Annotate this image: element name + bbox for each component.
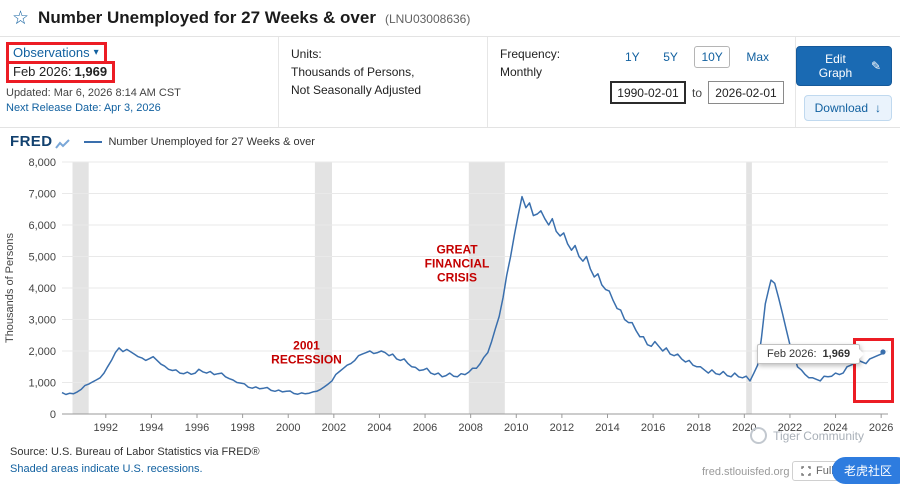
chart-tooltip: Feb 2026: 1,969 <box>757 344 865 364</box>
svg-text:7,000: 7,000 <box>28 189 56 201</box>
svg-text:4,000: 4,000 <box>28 283 56 295</box>
svg-text:2,000: 2,000 <box>28 346 56 358</box>
observations-dropdown[interactable]: Observations ▾ <box>13 45 99 60</box>
watermark-badge: 老虎社区 <box>831 457 900 484</box>
updated-text: Updated: Mar 6, 2026 8:14 AM CST <box>6 87 181 99</box>
chart-footer: Source: U.S. Bureau of Labor Statistics … <box>0 437 900 490</box>
latest-observation-highlight-box: Feb 2026: 1,969 <box>6 61 116 83</box>
date-range-to-label: to <box>691 85 702 100</box>
range-10y-button[interactable]: 10Y <box>694 46 730 68</box>
y-axis-labels: 0 1,000 2,000 3,000 4,000 5,000 6,000 7,000 8,00… <box>28 157 56 421</box>
svg-text:1992: 1992 <box>94 422 118 434</box>
svg-text:GREAT: GREAT <box>436 242 478 256</box>
chart-legend: Number Unemployed for 27 Weeks & over <box>84 135 315 148</box>
units-value-line1: Thousands of Persons, <box>291 65 415 79</box>
svg-text:1996: 1996 <box>185 422 209 434</box>
range-1y-button[interactable]: 1Y <box>618 46 647 68</box>
download-button[interactable]: Download ↓ <box>803 95 892 121</box>
observations-label: Observations <box>13 45 90 60</box>
svg-text:8,000: 8,000 <box>28 157 56 169</box>
date-to-input[interactable] <box>708 81 784 104</box>
date-range: to <box>603 81 791 104</box>
date-from-input[interactable] <box>609 81 686 104</box>
fred-logo: FRED <box>10 133 71 150</box>
edit-graph-label: Edit Graph <box>818 52 853 80</box>
svg-text:2001: 2001 <box>293 338 320 352</box>
svg-text:2014: 2014 <box>595 422 619 434</box>
page-title: Number Unemployed for 27 Weeks & over <box>38 8 376 27</box>
latest-observation-value: 1,969 <box>74 64 108 79</box>
download-icon: ↓ <box>875 101 881 115</box>
actions-column: Edit Graph ✎ Download ↓ <box>795 37 900 127</box>
tooltip-label: Feb 2026: <box>767 348 817 360</box>
frequency-column: Frequency: Monthly <box>487 37 599 127</box>
watermark-text: Tiger Community <box>773 428 864 443</box>
fred-logo-text: FRED <box>10 133 53 150</box>
chart-panel: FRED Number Unemployed for 27 Weeks & ov… <box>0 128 900 437</box>
edit-graph-button[interactable]: Edit Graph ✎ <box>796 46 892 86</box>
source-text: Source: U.S. Bureau of Labor Statistics … <box>10 446 260 458</box>
recession-note-link[interactable]: Shaded areas indicate U.S. recessions. <box>10 463 203 475</box>
svg-text:RECESSION: RECESSION <box>271 352 342 366</box>
fullscreen-icon <box>801 466 811 476</box>
svg-text:CRISIS: CRISIS <box>437 270 477 284</box>
download-label: Download <box>814 101 868 115</box>
tiger-logo-icon <box>750 427 768 444</box>
gridlines <box>62 161 888 415</box>
svg-text:1998: 1998 <box>230 422 254 434</box>
svg-text:2022: 2022 <box>778 422 802 434</box>
svg-text:2016: 2016 <box>641 422 665 434</box>
chevron-down-icon: ▾ <box>93 47 99 58</box>
frequency-value: Monthly <box>500 65 543 79</box>
chart-plot[interactable]: 0 1,000 2,000 3,000 4,000 5,000 6,000 7,000 8,00… <box>0 152 900 437</box>
star-icon[interactable]: ☆ <box>12 7 30 29</box>
svg-text:0: 0 <box>50 409 56 421</box>
meta-panel: Observations ▾ Feb 2026: 1,969 Updated: M… <box>0 37 900 128</box>
svg-text:2026: 2026 <box>869 422 893 434</box>
range-5y-button[interactable]: 5Y <box>656 46 685 68</box>
units-column: Units: Thousands of Persons, Not Seasona… <box>278 37 487 127</box>
watermark: Tiger Community <box>750 427 864 444</box>
fred-logo-chart-icon <box>55 139 71 149</box>
svg-text:2012: 2012 <box>550 422 574 434</box>
fred-url: fred.stlouisfed.org <box>702 466 790 478</box>
svg-text:3,000: 3,000 <box>28 315 56 327</box>
series-id: (LNU03008636) <box>384 12 471 26</box>
y-axis-title: Thousands of Persons <box>4 232 16 343</box>
svg-text:1,000: 1,000 <box>28 378 56 390</box>
legend-label: Number Unemployed for 27 Weeks & over <box>108 135 315 148</box>
range-max-button[interactable]: Max <box>739 46 776 68</box>
chart-header: FRED Number Unemployed for 27 Weeks & ov… <box>0 128 900 152</box>
range-buttons: 1Y 5Y 10Y Max <box>618 46 776 68</box>
svg-text:2010: 2010 <box>504 422 528 434</box>
svg-text:2006: 2006 <box>413 422 437 434</box>
observations-column: Observations ▾ Feb 2026: 1,969 Updated: M… <box>0 37 278 127</box>
units-value-line2: Not Seasonally Adjusted <box>291 83 422 97</box>
svg-text:2002: 2002 <box>322 422 346 434</box>
range-column: 1Y 5Y 10Y Max to <box>599 37 795 127</box>
svg-text:2018: 2018 <box>686 422 710 434</box>
x-axis-labels: 1992 1994 1996 1998 2000 2002 2004 2006 2008 2010… <box>94 414 893 434</box>
edit-icon: ✎ <box>870 59 881 73</box>
svg-text:5,000: 5,000 <box>28 252 56 264</box>
series-line <box>61 195 884 396</box>
svg-text:6,000: 6,000 <box>28 220 56 232</box>
svg-text:2004: 2004 <box>367 422 391 434</box>
units-label: Units: <box>291 47 322 61</box>
svg-text:2008: 2008 <box>458 422 482 434</box>
tooltip-value: 1,969 <box>822 348 851 360</box>
next-release-text: Next Release Date: Apr 3, 2026 <box>6 102 161 114</box>
page-header: ☆ Number Unemployed for 27 Weeks & over … <box>0 0 900 37</box>
latest-observation: Feb 2026: 1,969 <box>13 64 107 79</box>
latest-observation-label: Feb 2026: <box>13 64 72 79</box>
svg-text:2000: 2000 <box>276 422 300 434</box>
svg-text:FINANCIAL: FINANCIAL <box>425 256 490 270</box>
frequency-label: Frequency: <box>500 47 561 61</box>
legend-marker <box>84 140 103 143</box>
svg-text:1994: 1994 <box>139 422 163 434</box>
svg-text:2024: 2024 <box>823 422 847 434</box>
latest-point-marker <box>880 349 886 355</box>
